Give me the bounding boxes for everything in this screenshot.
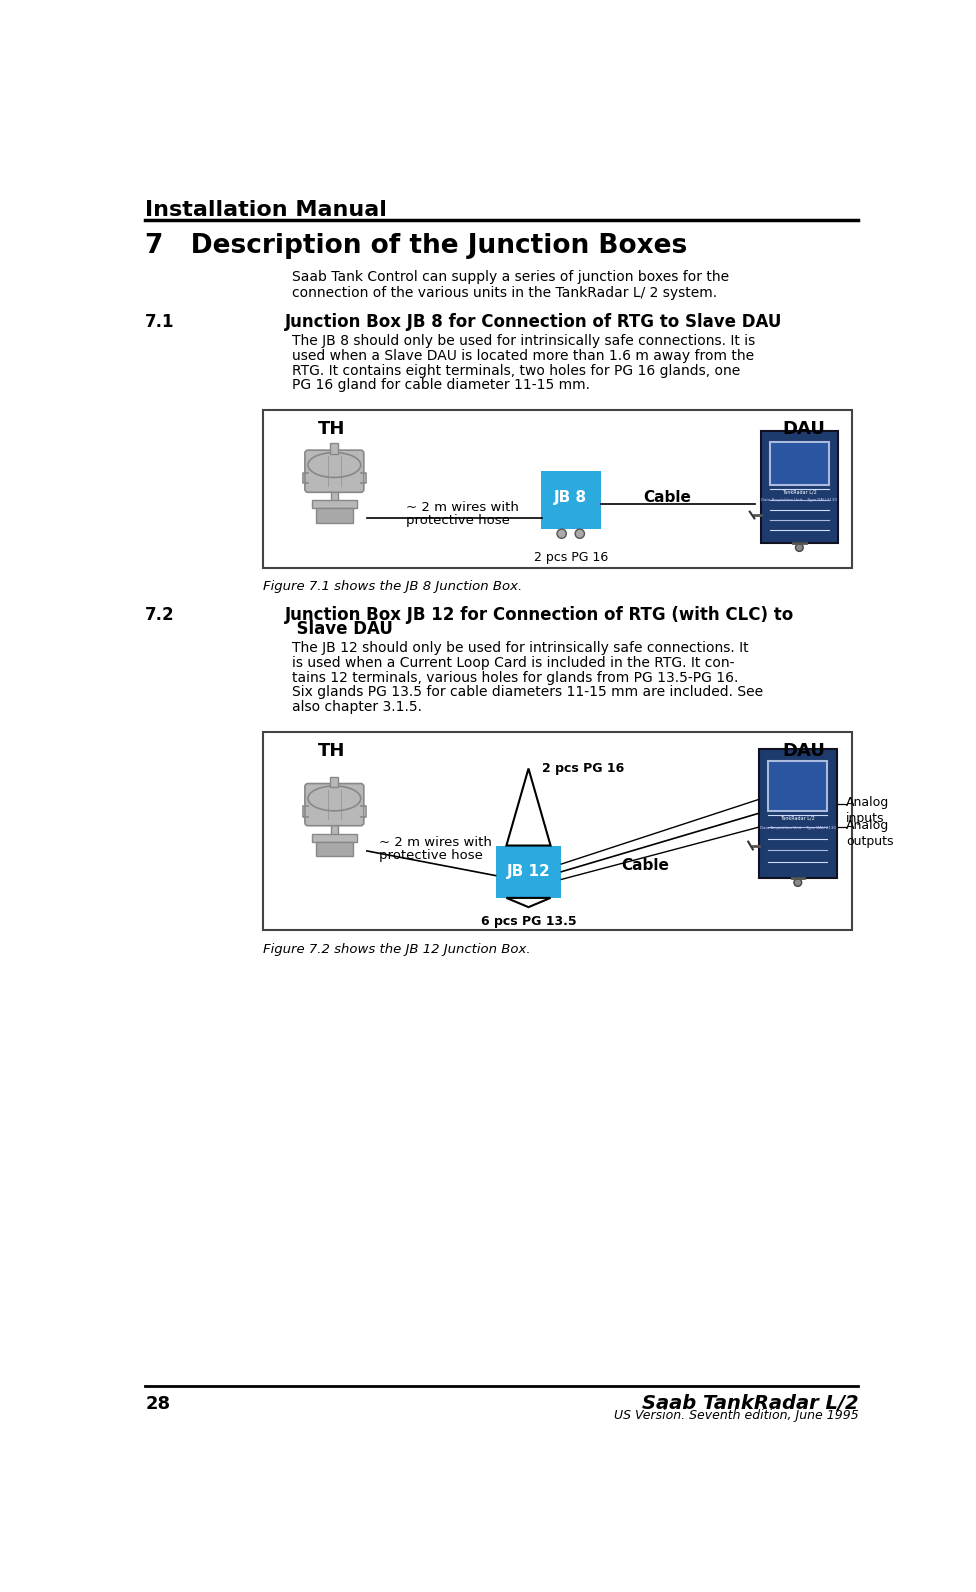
Text: Saab TankRadar L/2: Saab TankRadar L/2 — [641, 1393, 858, 1412]
Text: ~ 2 m wires with: ~ 2 m wires with — [380, 836, 492, 849]
Bar — [312, 500, 357, 508]
Text: used when a Slave DAU is located more than 1.6 m away from the: used when a Slave DAU is located more th… — [293, 349, 754, 363]
Bar — [264, 732, 852, 930]
Text: TH: TH — [317, 742, 345, 761]
Ellipse shape — [308, 786, 361, 810]
Text: Figure 7.1 shows the JB 8 Junction Box.: Figure 7.1 shows the JB 8 Junction Box. — [264, 579, 522, 592]
Text: 7   Description of the Junction Boxes: 7 Description of the Junction Boxes — [145, 234, 687, 259]
Text: 2 pcs PG 16: 2 pcs PG 16 — [534, 551, 608, 564]
Bar — [312, 834, 357, 842]
Text: 6 pcs PG 13.5: 6 pcs PG 13.5 — [480, 915, 576, 928]
Text: Data Acquisition Unit    Type DAU 2130: Data Acquisition Unit Type DAU 2130 — [759, 826, 835, 829]
Text: The JB 12 should only be used for intrinsically safe connections. It: The JB 12 should only be used for intrin… — [293, 642, 750, 656]
Text: TankRadar L/2: TankRadar L/2 — [781, 815, 815, 821]
Text: Junction Box JB 8 for Connection of RTG to Slave DAU: Junction Box JB 8 for Connection of RTG … — [285, 312, 782, 331]
Text: protective hose: protective hose — [406, 514, 510, 527]
Circle shape — [795, 544, 803, 551]
Text: Slave DAU: Slave DAU — [285, 619, 392, 638]
Text: protective hose: protective hose — [380, 849, 483, 861]
Circle shape — [575, 529, 585, 538]
FancyBboxPatch shape — [305, 783, 364, 826]
Text: Installation Manual: Installation Manual — [145, 201, 387, 220]
Text: Saab Tank Control can supply a series of junction boxes for the: Saab Tank Control can supply a series of… — [293, 271, 730, 285]
Bar — [316, 508, 352, 522]
Text: Data Acquisition Unit    Type DAU 2130: Data Acquisition Unit Type DAU 2130 — [761, 498, 837, 501]
Text: JB 12: JB 12 — [507, 864, 550, 879]
Ellipse shape — [308, 452, 361, 478]
Text: Analog
outputs: Analog outputs — [846, 820, 893, 849]
Text: PG 16 gland for cable diameter 11-15 mm.: PG 16 gland for cable diameter 11-15 mm. — [293, 379, 590, 392]
Text: US Version. Seventh edition, June 1995: US Version. Seventh edition, June 1995 — [614, 1409, 858, 1422]
Text: Cable: Cable — [621, 858, 669, 872]
Text: Junction Box JB 12 for Connection of RTG (with CLC) to: Junction Box JB 12 for Connection of RTG… — [285, 607, 794, 624]
Text: ~ 2 m wires with: ~ 2 m wires with — [406, 500, 519, 514]
Text: Cable: Cable — [643, 490, 691, 505]
Circle shape — [557, 529, 566, 538]
Bar — [768, 761, 828, 810]
Text: 7.1: 7.1 — [145, 312, 175, 331]
Bar — [331, 484, 338, 506]
Text: DAU: DAU — [783, 742, 826, 761]
Bar — [541, 471, 601, 529]
Text: JB 8: JB 8 — [554, 490, 588, 505]
Text: The JB 8 should only be used for intrinsically safe connections. It is: The JB 8 should only be used for intrins… — [293, 334, 755, 349]
Text: TH: TH — [317, 420, 345, 438]
Bar — [759, 748, 836, 877]
Bar — [770, 443, 829, 486]
Text: Figure 7.2 shows the JB 12 Junction Box.: Figure 7.2 shows the JB 12 Junction Box. — [264, 942, 531, 955]
Text: TankRadar L/2: TankRadar L/2 — [782, 489, 817, 495]
Bar — [331, 444, 339, 454]
Text: tains 12 terminals, various holes for glands from PG 13.5-PG 16.: tains 12 terminals, various holes for gl… — [293, 670, 739, 685]
Bar — [331, 818, 338, 839]
Bar — [331, 777, 339, 788]
Text: 7.2: 7.2 — [145, 607, 175, 624]
Text: is used when a Current Loop Card is included in the RTG. It con-: is used when a Current Loop Card is incl… — [293, 656, 735, 670]
Circle shape — [793, 879, 801, 887]
Bar — [316, 842, 352, 856]
Bar — [264, 409, 852, 568]
Text: 2 pcs PG 16: 2 pcs PG 16 — [543, 763, 625, 775]
Text: DAU: DAU — [783, 420, 826, 438]
Text: RTG. It contains eight terminals, two holes for PG 16 glands, one: RTG. It contains eight terminals, two ho… — [293, 363, 741, 377]
Text: Analog
inputs: Analog inputs — [846, 796, 889, 825]
FancyBboxPatch shape — [305, 451, 364, 492]
Text: 28: 28 — [145, 1395, 171, 1414]
Text: Six glands PG 13.5 for cable diameters 11-15 mm are included. See: Six glands PG 13.5 for cable diameters 1… — [293, 686, 763, 699]
Bar — [760, 431, 838, 543]
Bar — [496, 845, 561, 898]
Text: connection of the various units in the TankRadar L/ 2 system.: connection of the various units in the T… — [293, 285, 717, 299]
Text: also chapter 3.1.5.: also chapter 3.1.5. — [293, 700, 423, 713]
